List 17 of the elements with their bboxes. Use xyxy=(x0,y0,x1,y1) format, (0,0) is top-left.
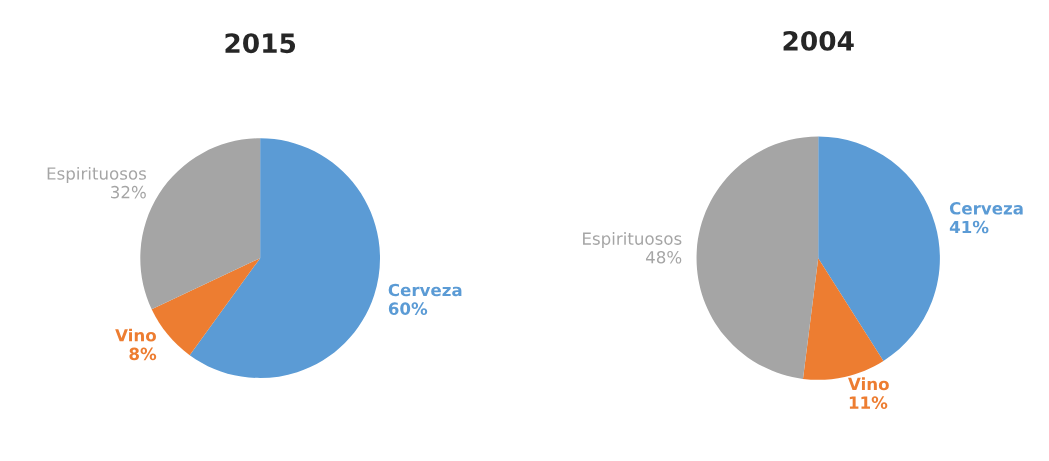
slice-label: Cerveza xyxy=(388,283,462,297)
pie-slice xyxy=(818,136,940,361)
data-label: 32% xyxy=(111,185,146,199)
pie-slice xyxy=(696,136,819,379)
slice-label: Espirituosos xyxy=(47,166,146,184)
slice-label: Espirituosos xyxy=(583,231,682,249)
data-label: 48% xyxy=(645,250,682,264)
data-label: 8% xyxy=(129,347,157,361)
data-label: 11% xyxy=(849,396,888,409)
slice-label: Vino xyxy=(115,328,156,342)
chart-title: 2004 xyxy=(783,30,854,51)
pie-slice xyxy=(189,138,381,379)
data-label: 41% xyxy=(949,220,989,234)
data-label: 60% xyxy=(388,302,428,315)
chart-title: 2015 xyxy=(225,33,296,54)
slice-label: Vino xyxy=(848,377,889,391)
slice-label: Cerveza xyxy=(949,202,1023,215)
